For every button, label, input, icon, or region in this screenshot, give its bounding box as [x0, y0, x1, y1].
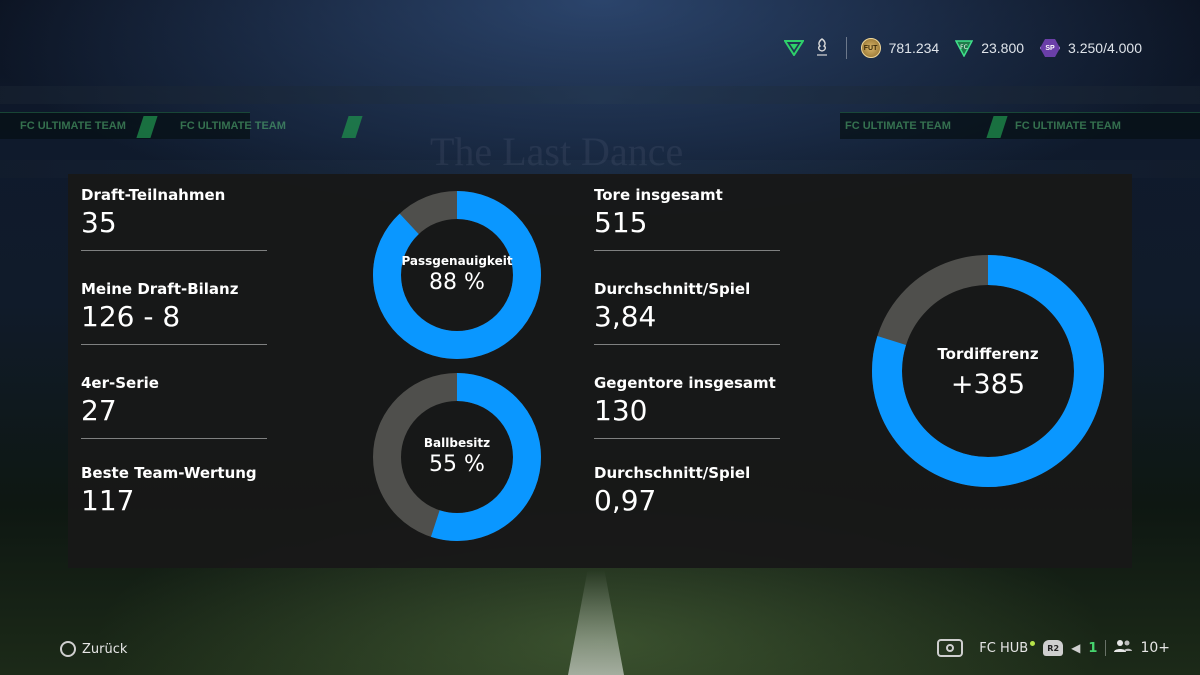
pass-accuracy-donut: [373, 191, 541, 359]
donut-value: 55 %: [429, 452, 485, 477]
stat-value: 3,84: [594, 300, 657, 333]
friends-icon: [1114, 639, 1133, 657]
donut-arc: [373, 373, 541, 541]
friends-count[interactable]: 10+: [1140, 640, 1170, 656]
svg-text:FC: FC: [960, 44, 968, 51]
draft-stats-panel: Draft-Teilnahmen 35 Meine Draft-Bilanz 1…: [68, 174, 1132, 568]
back-button[interactable]: Zurück: [60, 641, 127, 657]
stat-label: 4er-Serie: [81, 374, 159, 392]
donut-label: Ballbesitz: [423, 436, 491, 450]
stat-draft-entries: Draft-Teilnahmen 35: [81, 186, 267, 251]
stat-goals-per-game: Durchschnitt/Spiel 3,84: [594, 280, 780, 345]
divider: [594, 250, 780, 251]
stat-value: 117: [81, 484, 135, 517]
stat-best-team-rating: Beste Team-Wertung 117: [81, 464, 267, 518]
divider: [81, 250, 267, 251]
stat-value: 126 - 8: [81, 300, 181, 333]
stat-total-goals: Tore insgesamt 515: [594, 186, 780, 251]
stat-label: Durchschnitt/Spiel: [594, 280, 751, 298]
stat-value: 0,97: [594, 484, 657, 517]
possession-center: Ballbesitz 55 %: [372, 436, 542, 477]
donut-label: Tordifferenz: [937, 345, 1039, 363]
donut-arc: [872, 255, 1104, 487]
divider: [81, 438, 267, 439]
footer-status: FC HUB R2 ◀ 1 10+: [937, 639, 1170, 657]
season-points-icon: SP: [1040, 39, 1061, 57]
stat-value: 35: [81, 206, 117, 239]
stat-four-win-streak: 4er-Serie 27: [81, 374, 267, 439]
donut-value: 88 %: [429, 270, 485, 295]
stat-label: Durchschnitt/Spiel: [594, 464, 751, 482]
stat-total-conceded: Gegentore insgesamt 130: [594, 374, 780, 439]
fc-points-icon: FC: [954, 39, 974, 58]
donut-value: +385: [950, 369, 1026, 400]
stat-label: Beste Team-Wertung: [81, 464, 257, 482]
r2-button-icon[interactable]: R2: [1043, 640, 1064, 656]
fc-hub-button[interactable]: FC HUB: [979, 640, 1029, 656]
stat-label: Gegentore insgesamt: [594, 374, 776, 392]
donut-label: Passgenauigkeit: [401, 254, 513, 268]
stat-value: 515: [594, 206, 648, 239]
voice-count: 1: [1088, 640, 1098, 656]
stat-conceded-per-game: Durchschnitt/Spiel 0,97: [594, 464, 780, 518]
stat-label: Draft-Teilnahmen: [81, 186, 226, 204]
divider: [594, 438, 780, 439]
camera-icon: [937, 639, 964, 657]
speaker-icon: ◀: [1071, 641, 1081, 655]
coins-icon: FUT: [860, 38, 881, 58]
donut-arc: [373, 191, 541, 359]
liverpool-crest-icon: [812, 37, 832, 59]
divider: [81, 344, 267, 345]
goal-difference-center: Tordifferenz +385: [871, 345, 1105, 400]
stat-label: Tore insgesamt: [594, 186, 723, 204]
club-badge-icon: [782, 40, 805, 57]
stat-draft-record: Meine Draft-Bilanz 126 - 8: [81, 280, 267, 345]
circle-button-icon: [60, 641, 76, 657]
fc-points-value: 23.800: [981, 40, 1025, 56]
notification-dot: [1030, 640, 1036, 646]
stat-label: Meine Draft-Bilanz: [81, 280, 239, 298]
season-points-value: 3.250/4.000: [1068, 40, 1142, 56]
background-event-title: The Last Dance: [430, 129, 684, 174]
stat-value: 130: [594, 394, 648, 427]
divider: [594, 344, 780, 345]
coins-value: 781.234: [888, 40, 940, 56]
pass-accuracy-center: Passgenauigkeit 88 %: [372, 254, 542, 295]
possession-donut: [373, 373, 541, 541]
goal-difference-donut: [872, 255, 1104, 487]
currency-bar: FUT 781.234 FC 23.800 SP 3.250/4.000: [782, 36, 1142, 60]
stat-value: 27: [81, 394, 117, 427]
back-label: Zurück: [82, 641, 128, 657]
